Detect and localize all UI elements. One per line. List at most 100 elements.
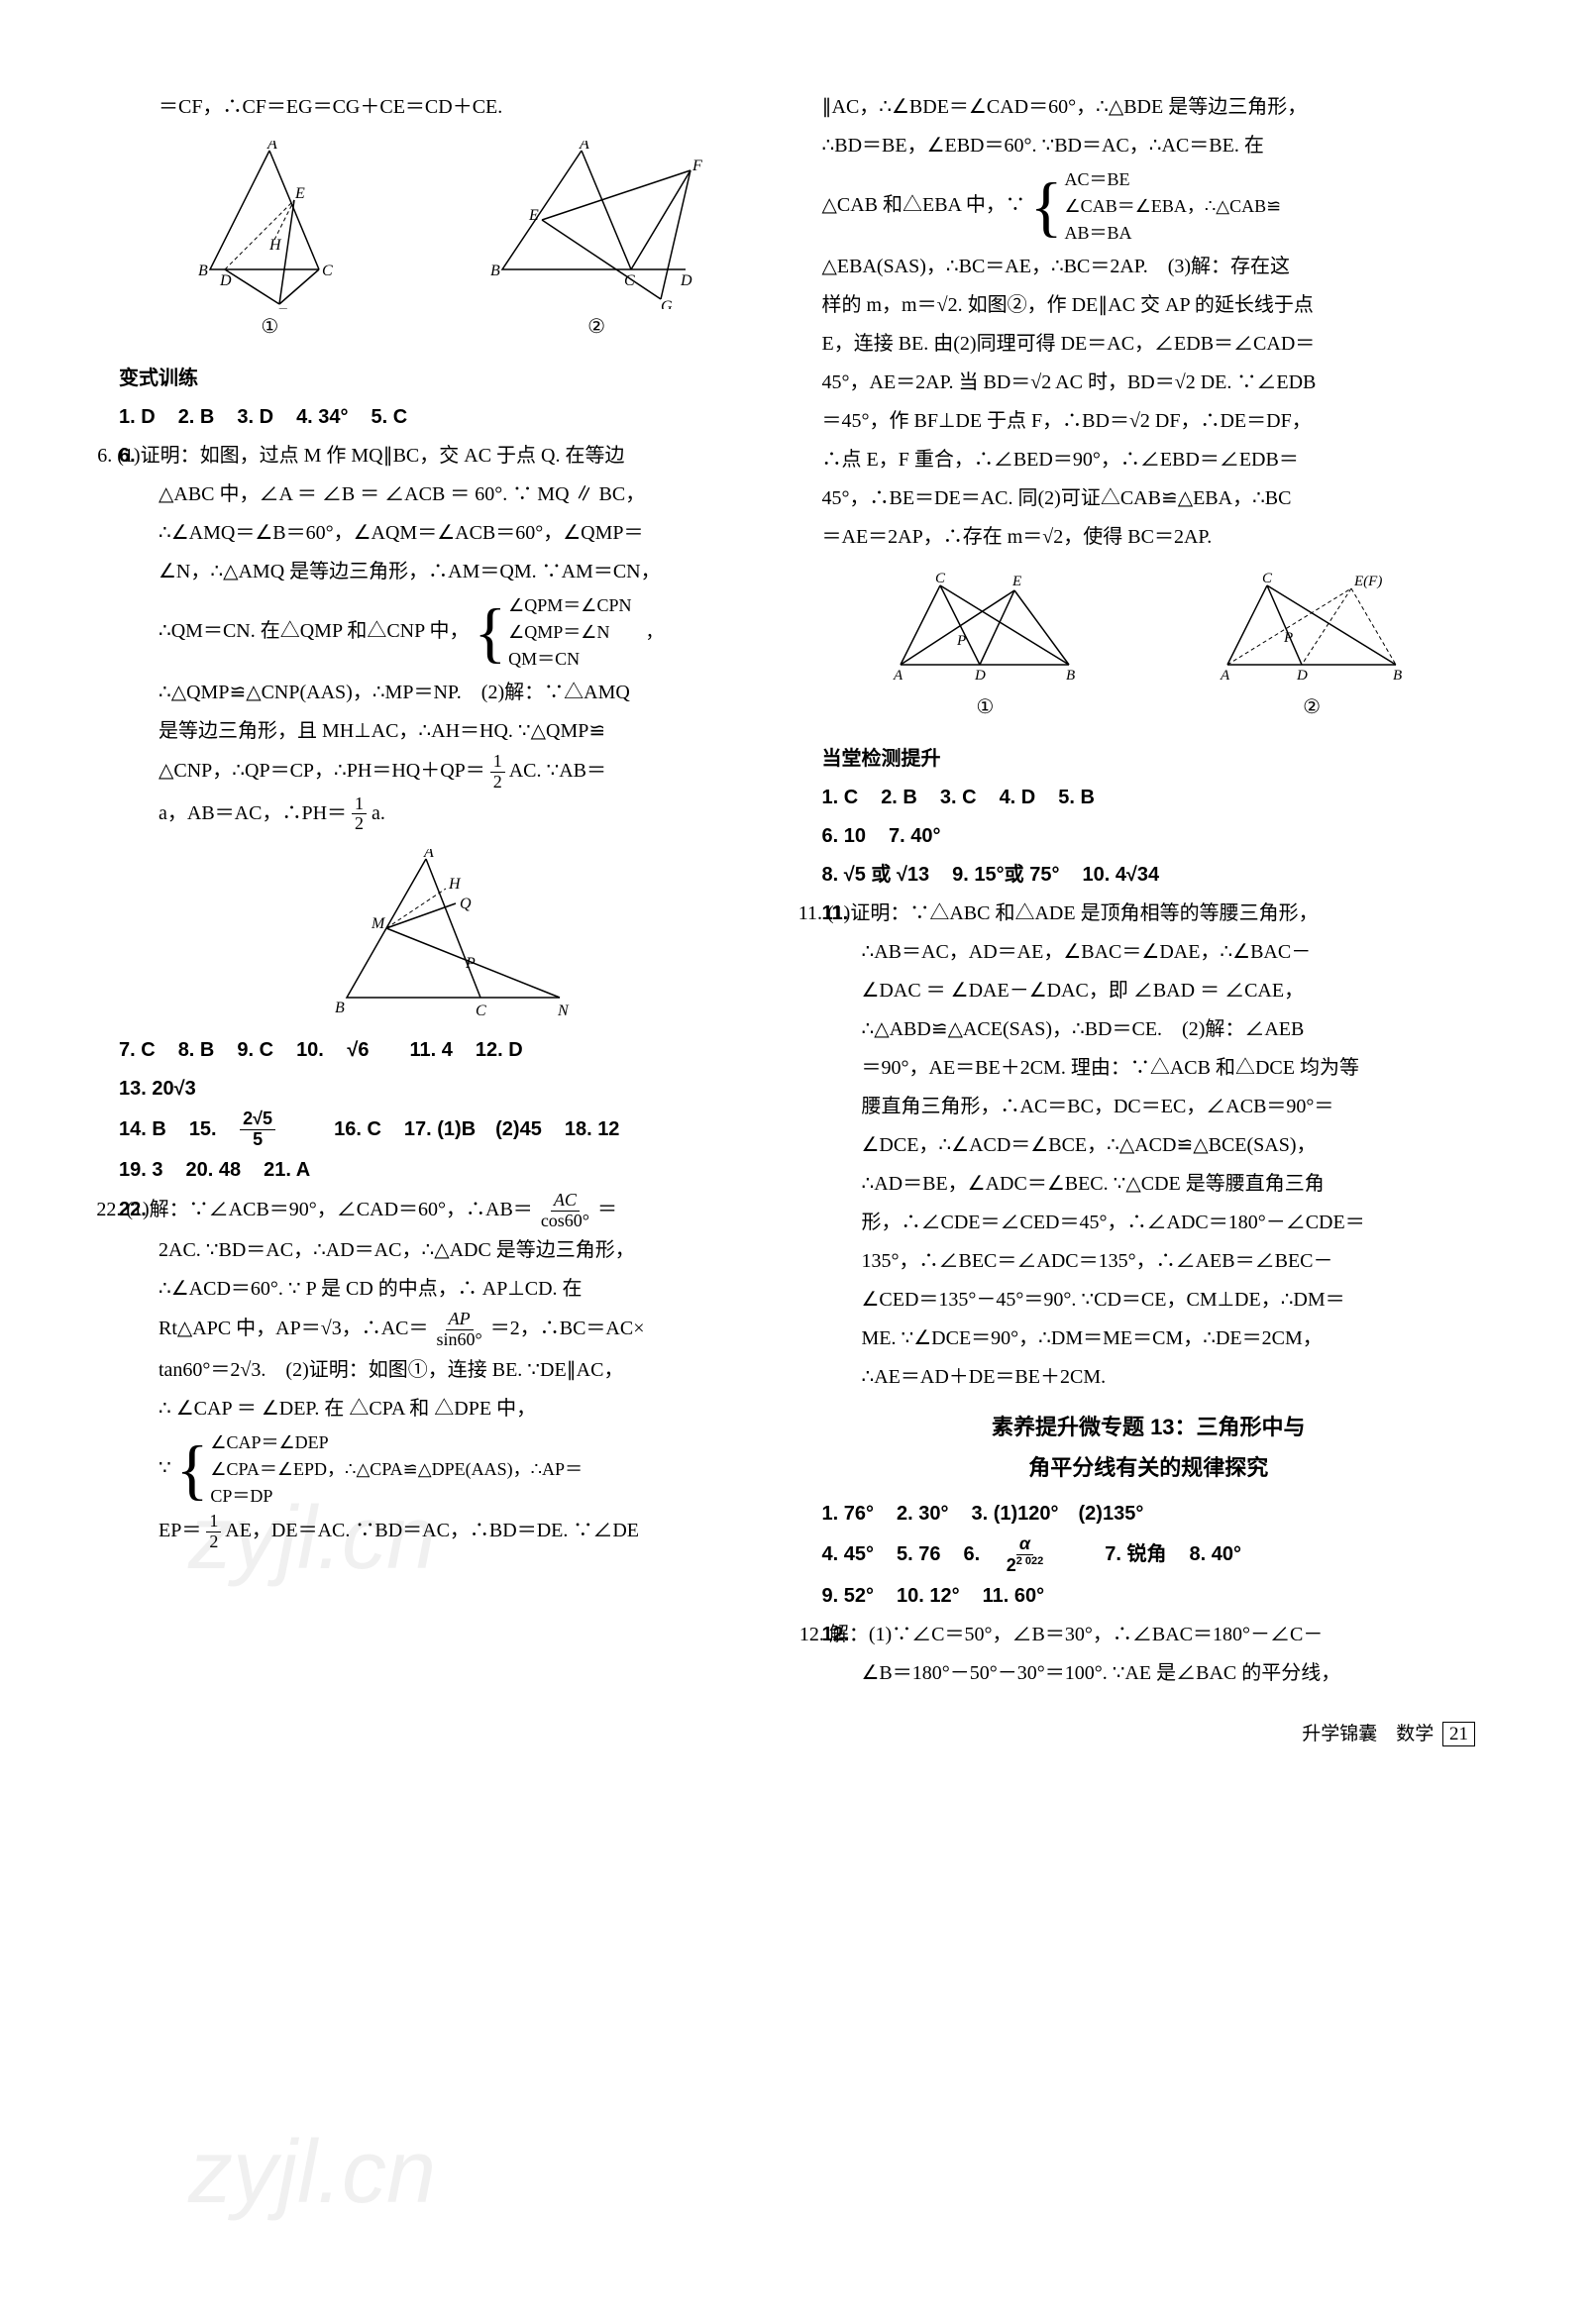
- diagram-r1: C E P A D B ①: [886, 571, 1084, 726]
- svg-text:D: D: [680, 272, 692, 289]
- q11-l10: 135°，∴∠BEC＝∠ADC＝135°，∴∠AEB＝∠BEC－: [862, 1243, 1476, 1280]
- answers-14-18: 14. B 15. 2√55 16. C 17. (1)B (2)45 18. …: [119, 1109, 773, 1150]
- s13-1: 1. 76°: [822, 1503, 874, 1525]
- q11-l6: 腰直角三角形，∴AC＝BC，DC＝EC，∠ACB＝90°＝: [862, 1089, 1476, 1125]
- q22-brace2: ∵ { ∠CAP＝∠DEP ∠CPA＝∠EPD，∴△CPA≌△DPE(AAS)，…: [159, 1429, 773, 1510]
- q6-l7: 是等边三角形，且 MH⊥AC，∴AH＝HQ. ∵△QMP≌: [159, 713, 773, 750]
- q6-l9a: a，AB＝AC，∴PH＝: [159, 801, 347, 823]
- frac-half-2: 12: [352, 794, 367, 835]
- diagram-r2-label: ②: [1213, 689, 1411, 726]
- s13-6: 6. α22 022: [963, 1543, 1082, 1565]
- frac-ac-cos: ACcos60°: [538, 1191, 592, 1231]
- q22-l8a: EP＝: [159, 1520, 201, 1541]
- ans-16: 16. C: [334, 1118, 381, 1140]
- q6-l1-text: 6. (1)证明：如图，过点 M 作 MQ∥BC，交 AC 于点 Q. 在等边: [97, 445, 624, 467]
- left-column: ＝CF，∴CF＝EG＝CG＋CE＝CD＋CE. A E H B D C: [119, 89, 773, 1751]
- dt-9: 9. 15°或 75°: [952, 864, 1059, 886]
- diagram-row-r: C E P A D B ① C: [822, 571, 1476, 726]
- svg-text:P: P: [956, 633, 966, 649]
- q11-l1: 11. 11. (1)证明：∵△ABC 和△ADE 是顶角相等的等腰三角形，: [822, 896, 1476, 932]
- ans-15: 15. 2√55: [189, 1118, 311, 1140]
- svg-text:E(F): E(F): [1353, 574, 1382, 589]
- r-b1-1: AC＝BE: [1065, 166, 1282, 193]
- q12-l1: 12. 12. 解：(1)∵∠C＝50°，∠B＝30°，∴∠BAC＝180°－∠…: [822, 1617, 1476, 1653]
- r-b1-2: ∠CAB＝∠EBA，∴△CAB≌: [1065, 193, 1282, 220]
- heading-bsxl: 变式训练: [119, 361, 773, 397]
- ans-10: 10. √6: [296, 1039, 386, 1061]
- q12-l2: ∠B＝180°－50°－30°＝100°. ∵AE 是∠BAC 的平分线，: [862, 1655, 1476, 1692]
- svg-text:M: M: [371, 915, 386, 932]
- dt-6: 6. 10: [822, 825, 866, 847]
- q6-l1: 6. 6. (1)证明：如图，过点 M 作 MQ∥BC，交 AC 于点 Q. 在…: [119, 438, 773, 475]
- dt-3: 3. C: [940, 787, 977, 808]
- dt-1: 1. C: [822, 787, 859, 808]
- svg-text:F: F: [691, 158, 702, 174]
- answers-7-12: 7. C 8. B 9. C 10. √6 11. 4 12. D: [119, 1032, 773, 1069]
- watermark-2: zyjl.cn: [188, 2090, 436, 2256]
- r-l3: △CAB 和△EBA 中，∵ { AC＝BE ∠CAB＝∠EBA，∴△CAB≌ …: [822, 166, 1476, 247]
- svg-text:D: D: [974, 668, 986, 684]
- q22-l6: ∴ ∠CAP ＝ ∠DEP. 在 △CPA 和 △DPE 中，: [159, 1391, 773, 1427]
- dt-7: 7. 40°: [889, 825, 940, 847]
- svg-text:N: N: [557, 1003, 570, 1017]
- section-13-title: 素养提升微专题 13：三角形中与 角平分线有关的规律探究: [822, 1408, 1476, 1488]
- dt-2: 2. B: [881, 787, 917, 808]
- svg-text:C: C: [322, 263, 333, 279]
- footer-text: 升学锦囊 数学: [1302, 1724, 1434, 1744]
- dt-6-7: 6. 10 7. 40°: [822, 818, 1476, 855]
- q22-l3: ∴∠ACD＝60°. ∵ P 是 CD 的中点，∴ AP⊥CD. 在: [159, 1271, 773, 1308]
- svg-text:D: D: [219, 272, 232, 289]
- svg-text:H: H: [268, 237, 282, 254]
- svg-text:B: B: [335, 1000, 345, 1016]
- s13-5: 5. 76: [897, 1543, 940, 1565]
- q6-l3: ∴∠AMQ＝∠B＝60°，∠AQM＝∠ACB＝60°，∠QMP＝: [159, 515, 773, 552]
- dt-5: 5. B: [1058, 787, 1095, 808]
- svg-text:B: B: [1066, 668, 1075, 684]
- dt-1-5: 1. C 2. B 3. C 4. D 5. B: [822, 780, 1476, 816]
- diagram-row-1: A E H B D C F ①: [119, 141, 773, 346]
- s13-7: 7. 锐角: [1105, 1543, 1166, 1565]
- q6-l9: a，AB＝AC，∴PH＝ 12 a.: [159, 794, 773, 835]
- ans-17: 17. (1)B (2)45: [404, 1118, 542, 1140]
- q6-l2: △ABC 中，∠A ＝ ∠B ＝ ∠ACB ＝ 60°. ∵ MQ ∥ BC，: [159, 476, 773, 513]
- q11-l1-text: 11. (1)证明：∵△ABC 和△ADE 是顶角相等的等腰三角形，: [798, 902, 1319, 924]
- q22-b2-3: CP＝DP: [210, 1483, 583, 1510]
- page-footer: 升学锦囊 数学 21: [822, 1717, 1476, 1751]
- ans-19: 19. 3: [119, 1159, 162, 1181]
- ans-2: 2. B: [178, 406, 215, 428]
- svg-text:E: E: [528, 207, 539, 224]
- ans-18: 18. 12: [565, 1118, 620, 1140]
- q11-l3: ∠DAC ＝ ∠DAE－∠DAC，即 ∠BAD ＝ ∠CAE，: [862, 973, 1476, 1009]
- q11-l9: 形，∴∠CDE＝∠CED＝45°，∴∠ADC＝180°－∠CDE＝: [862, 1205, 1476, 1241]
- diagram-3: A M H Q P B C N: [317, 849, 575, 1017]
- s13-4: 4. 45°: [822, 1543, 874, 1565]
- r-l2: ∴BD＝BE，∠EBD＝60°. ∵BD＝AC，∴AC＝BE. 在: [822, 128, 1476, 164]
- q6-l5: ∴QM＝CN. 在△QMP 和△CNP 中， { ∠QPM＝∠CPN ∠QMP＝…: [159, 592, 773, 673]
- r-l4: △EBA(SAS)，∴BC＝AE，∴BC＝2AP. (3)解：存在这: [822, 249, 1476, 285]
- s13-10: 10. 12°: [897, 1585, 960, 1607]
- svg-text:C: C: [1262, 571, 1273, 586]
- diagram-r1-label: ①: [886, 689, 1084, 726]
- q12-l1-text: 12. 解：(1)∵∠C＝50°，∠B＝30°，∴∠BAC＝180°－∠C－: [799, 1624, 1323, 1645]
- svg-text:B: B: [490, 263, 500, 279]
- heading-dtjc: 当堂检测提升: [822, 741, 1476, 778]
- ans-13: 13. 20√3: [119, 1071, 773, 1108]
- q22-l1b: ＝: [597, 1199, 617, 1220]
- r-l1: ∥AC，∴∠BDE＝∠CAD＝60°，∴△BDE 是等边三角形，: [822, 89, 1476, 126]
- q6-b1-2: ∠QMP＝∠N ，: [508, 619, 663, 646]
- diagram-1: A E H B D C F ①: [180, 141, 359, 346]
- q22-brace-2: { ∠CAP＝∠DEP ∠CPA＝∠EPD，∴△CPA≌△DPE(AAS)，∴A…: [176, 1429, 583, 1510]
- ans-12: 12. D: [476, 1039, 523, 1061]
- ans-5: 5. C: [372, 406, 408, 428]
- ans-20: 20. 48: [185, 1159, 241, 1181]
- triangle-diagram-r1: C E P A D B: [886, 571, 1084, 689]
- r-l7: 45°，AE＝2AP. 当 BD＝√2 AC 时，BD＝√2 DE. ∵∠EDB: [822, 365, 1476, 401]
- svg-text:G: G: [661, 298, 673, 309]
- q6-l4: ∠N，∴△AMQ 是等边三角形，∴AM＝QM. ∵AM＝CN，: [159, 554, 773, 590]
- q11-l8: ∴AD＝BE，∠ADC＝∠BEC. ∵△CDE 是等腰直角三角: [862, 1166, 1476, 1203]
- q22-l5: tan60°＝2√3. (2)证明：如图①，连接 BE. ∵DE∥AC，: [159, 1352, 773, 1389]
- r-b1-3: AB＝BA: [1065, 220, 1282, 247]
- s13-3: 3. (1)120° (2)135°: [971, 1503, 1143, 1525]
- svg-text:A: A: [266, 141, 277, 153]
- s13-2: 2. 30°: [897, 1503, 948, 1525]
